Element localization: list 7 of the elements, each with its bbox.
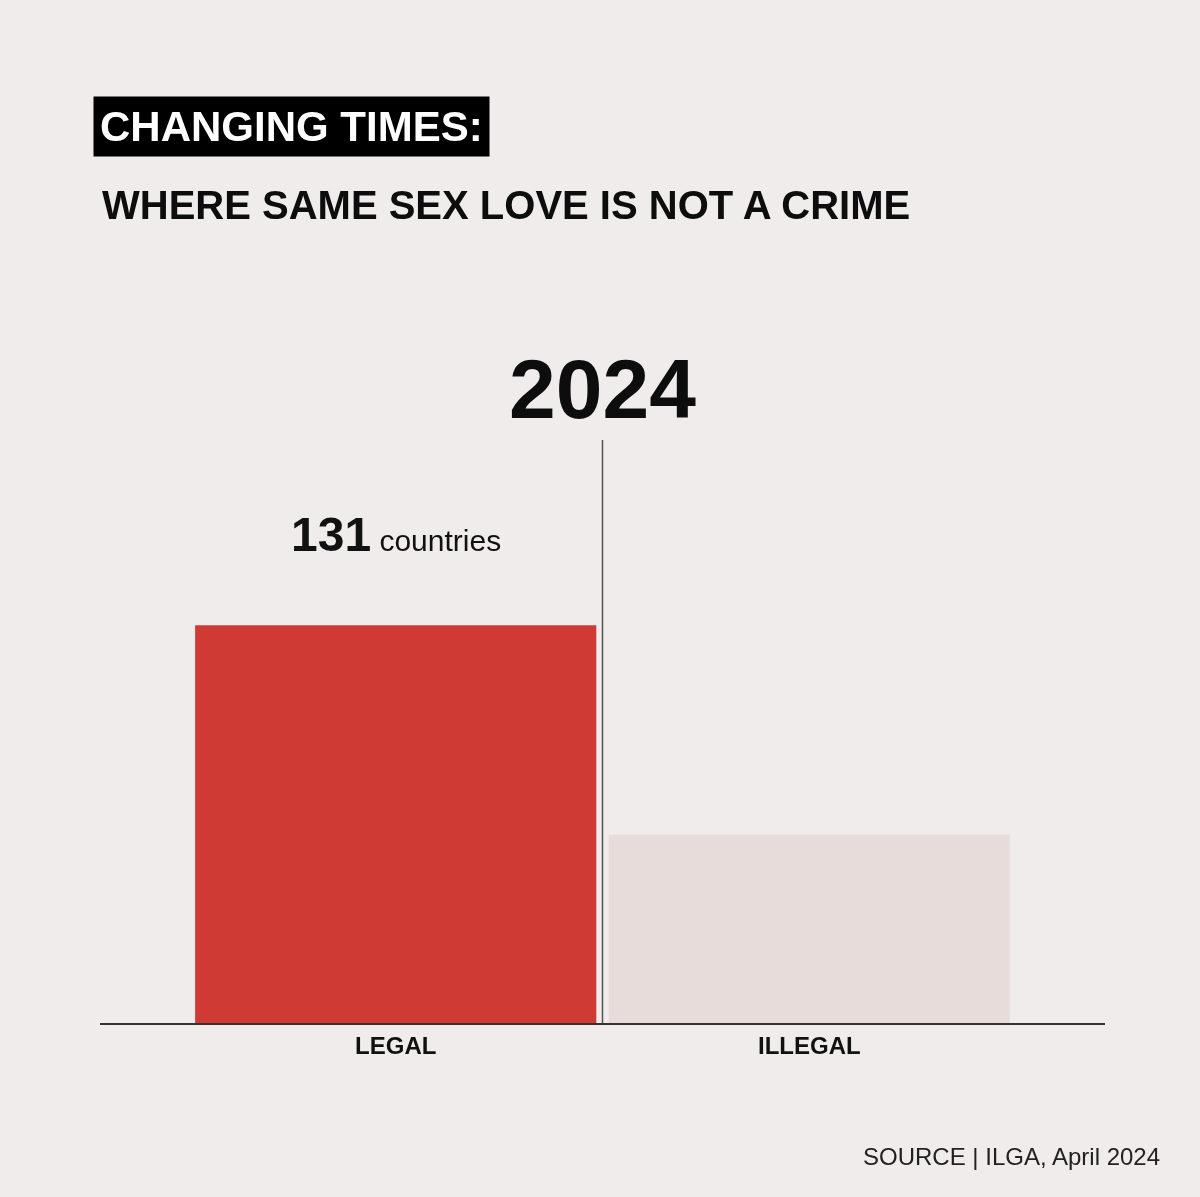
text: 2024: [509, 342, 697, 436]
source-note: SOURCE | ILGA, April 2024: [863, 1143, 1161, 1170]
x-tick-label: LEGAL: [355, 1031, 437, 1059]
data-label: 131 countries: [291, 508, 502, 561]
chart-title: CHANGING TIMES:: [100, 103, 483, 150]
x-tick-label: ILLEGAL: [757, 1031, 861, 1059]
chart-subtitle: WHERE SAME SEX LOVE IS NOT A CRIME: [102, 183, 911, 227]
